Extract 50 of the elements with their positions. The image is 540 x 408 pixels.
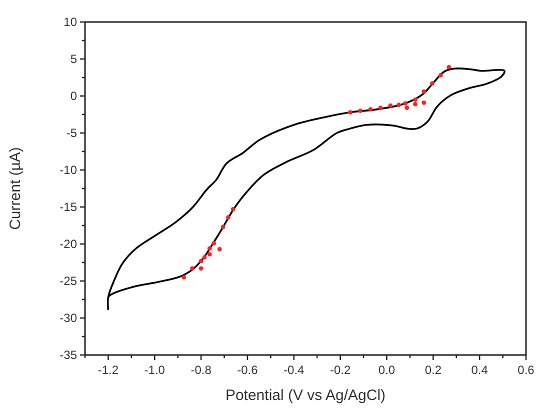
- point: [226, 215, 230, 220]
- point: [198, 258, 204, 264]
- y-tick-label: -10: [60, 163, 78, 178]
- point: [207, 246, 212, 251]
- y-tick-label: -35: [60, 348, 78, 362]
- x-tick-label: -0.4: [284, 363, 305, 377]
- point: [212, 241, 216, 246]
- line-series: [107, 68, 506, 311]
- point: [413, 102, 418, 106]
- x-tick-label: -0.8: [190, 363, 212, 377]
- y-axis-title: Current (µA): [7, 147, 24, 230]
- y-tick-label: -25: [60, 274, 78, 288]
- y-tick-label: -20: [60, 237, 78, 252]
- point: [182, 275, 186, 280]
- point: [403, 101, 408, 106]
- y-tick-label: -30: [60, 311, 78, 326]
- point: [202, 255, 207, 260]
- point: [422, 89, 426, 94]
- x-tick-label: -1.2: [98, 363, 119, 377]
- x-tick-label: 0.4: [471, 363, 488, 377]
- point: [207, 252, 212, 257]
- point: [230, 207, 236, 212]
- y-tick-label: 0: [70, 89, 78, 104]
- point: [198, 266, 204, 271]
- x-tick-label: 0.6: [518, 363, 535, 377]
- point: [446, 64, 452, 70]
- x-axis-title: Potential (V vs Ag/AgCl): [225, 387, 386, 404]
- y-tick-label: -15: [60, 200, 78, 214]
- point: [430, 81, 434, 86]
- y-tick-label: 5: [70, 52, 78, 66]
- point: [413, 98, 418, 102]
- point: [348, 110, 352, 114]
- x-tick-label: -0.2: [330, 363, 351, 377]
- point: [438, 73, 443, 78]
- point: [220, 224, 226, 230]
- point: [368, 107, 373, 112]
- point: [396, 102, 402, 108]
- point: [217, 246, 222, 252]
- point: [388, 103, 393, 108]
- point: [404, 106, 410, 110]
- x-tick-label: -1.0: [144, 363, 166, 377]
- point: [358, 108, 362, 113]
- point: [190, 266, 194, 271]
- x-tick-label: -0.6: [237, 363, 258, 377]
- y-tick-label: -5: [66, 126, 78, 140]
- y-tick-label: 10: [64, 15, 78, 30]
- point: [378, 106, 383, 110]
- x-tick-label: 0.0: [378, 363, 396, 377]
- point: [422, 100, 426, 105]
- x-tick-label: 0.2: [424, 363, 442, 377]
